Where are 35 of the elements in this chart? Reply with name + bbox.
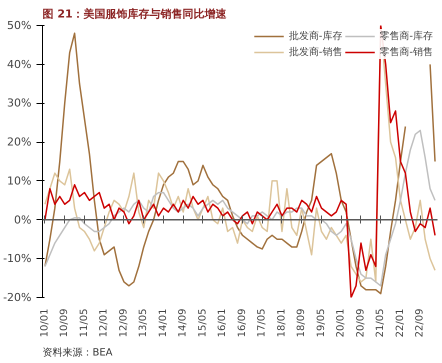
y-tick-label: 20% xyxy=(7,136,32,149)
x-tick-label: 14/09 xyxy=(178,308,189,338)
x-tick-label: 11/05 xyxy=(78,308,90,338)
y-tick-label: -10% xyxy=(3,252,32,266)
x-tick-label: 10/01 xyxy=(39,308,50,338)
y-tick-label: -20% xyxy=(3,291,32,304)
x-tick-label: 18/01 xyxy=(276,308,288,338)
x-tick-label: 22/09 xyxy=(414,308,426,338)
x-tick-label: 22/01 xyxy=(394,308,406,338)
y-tick-label: 0% xyxy=(14,213,32,226)
x-tick-label: 12/09 xyxy=(118,308,130,338)
x-tick-label: 17/05 xyxy=(256,308,268,338)
y-tick-label: 50% xyxy=(7,19,32,32)
legend-label: 零售商-库存 xyxy=(379,30,433,43)
y-tick-label: 40% xyxy=(7,58,32,71)
x-tick-label: 10/09 xyxy=(59,308,70,338)
line-series xyxy=(44,130,436,287)
x-tick-label: 16/01 xyxy=(217,308,228,338)
x-tick-label: 14/01 xyxy=(158,308,169,338)
x-tick-label: 12/01 xyxy=(98,308,110,338)
legend-label: 批发商-销售 xyxy=(288,46,342,59)
legend-label: 零售商-销售 xyxy=(379,46,433,59)
y-tick-label: 30% xyxy=(7,96,32,110)
x-tick-label: 15/05 xyxy=(197,308,208,338)
text: 资料来源：BEA xyxy=(42,346,113,358)
x-tick-label: 18/09 xyxy=(296,308,308,338)
x-tick-label: 20/01 xyxy=(336,308,347,338)
x-tick-label: 13/05 xyxy=(138,308,150,338)
x-tick-label: 16/09 xyxy=(236,308,248,338)
x-tick-label: 19/05 xyxy=(316,308,327,338)
x-tick-label: 20/09 xyxy=(355,308,366,338)
y-tick-label: 10% xyxy=(7,174,32,188)
chart-title: 图 21：美国服饰库存与销售同比增速 xyxy=(42,8,228,20)
legend-label: 批发商-库存 xyxy=(288,30,342,43)
x-tick-label: 21/05 xyxy=(375,308,386,338)
